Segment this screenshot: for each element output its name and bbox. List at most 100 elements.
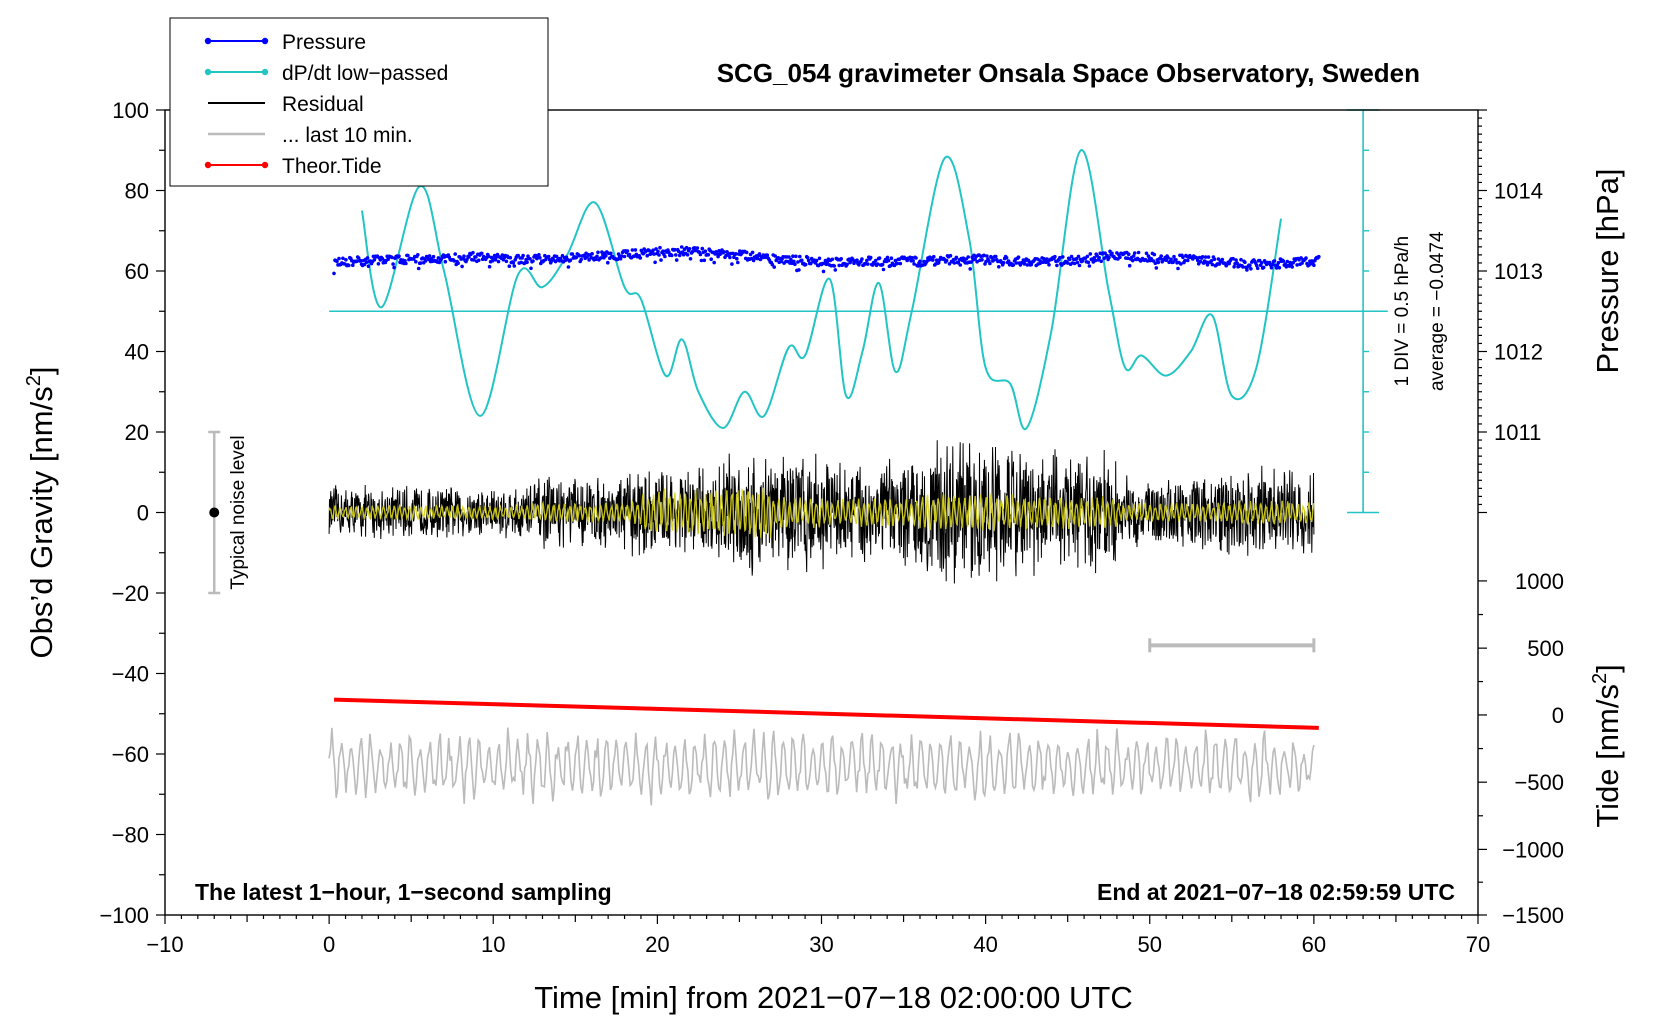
pressure-point bbox=[1136, 250, 1141, 255]
pressure-point bbox=[898, 261, 903, 266]
pressure-point bbox=[1243, 260, 1247, 265]
pressure-point bbox=[341, 256, 345, 261]
pressure-point bbox=[716, 254, 720, 259]
pressure-point bbox=[736, 260, 740, 265]
pressure-point bbox=[390, 255, 394, 260]
y-axis-label: Obs’d Gravity [nm/s2] bbox=[23, 367, 59, 659]
pressure-point bbox=[706, 253, 711, 257]
pressure-point bbox=[936, 260, 941, 265]
pressure-point bbox=[1086, 260, 1091, 265]
y-tick-label: −60 bbox=[112, 742, 149, 767]
pressure-point bbox=[1159, 254, 1163, 258]
pressure-point bbox=[980, 258, 984, 262]
pressure-point bbox=[1097, 255, 1101, 260]
pressure-point bbox=[794, 254, 798, 259]
pressure-point bbox=[1087, 264, 1092, 268]
pressure-point bbox=[735, 256, 739, 261]
pressure-point bbox=[1176, 266, 1180, 271]
pressure-point bbox=[1093, 258, 1098, 263]
pressure-point bbox=[659, 258, 663, 262]
pressure-point bbox=[1065, 261, 1070, 265]
pressure-point bbox=[1227, 261, 1231, 266]
pressure-point bbox=[392, 265, 396, 270]
x-axis-label: Time [min] from 2021−07−18 02:00:00 UTC bbox=[534, 980, 1133, 1015]
pressure-point bbox=[803, 262, 808, 267]
pressure-point bbox=[744, 250, 749, 255]
pressure-point bbox=[992, 258, 996, 262]
pressure-point bbox=[524, 257, 528, 262]
pressure-point bbox=[934, 258, 939, 263]
x-tick-label: 20 bbox=[645, 932, 669, 957]
pressure-point bbox=[647, 248, 651, 253]
pressure-point bbox=[638, 256, 643, 260]
x-tick-label: 50 bbox=[1138, 932, 1162, 957]
pressure-point bbox=[1239, 257, 1243, 262]
pressure-point bbox=[868, 255, 873, 260]
dpdt-average-label: average = −0.0474 bbox=[1427, 231, 1448, 391]
pressure-point bbox=[1011, 263, 1016, 267]
x-tick-label: 40 bbox=[973, 932, 997, 957]
pressure-point bbox=[888, 264, 893, 268]
pressure-point bbox=[728, 255, 732, 260]
pressure-tick-label: 1013 bbox=[1494, 259, 1543, 284]
pressure-point bbox=[958, 263, 963, 267]
pressure-point bbox=[969, 260, 973, 264]
pressure-point bbox=[1006, 259, 1011, 263]
pressure-point bbox=[1075, 260, 1080, 265]
pressure-point bbox=[1092, 255, 1097, 260]
pressure-point bbox=[910, 255, 914, 260]
pressure-point bbox=[595, 254, 599, 259]
pressure-point bbox=[1169, 257, 1173, 262]
pressure-point bbox=[805, 255, 810, 260]
y-tick-label: 100 bbox=[112, 98, 149, 123]
pressure-point bbox=[709, 257, 713, 262]
pressure-point bbox=[1261, 265, 1266, 270]
pressure-point bbox=[452, 259, 457, 263]
pressure-point bbox=[855, 258, 859, 263]
pressure-point bbox=[698, 252, 703, 257]
pressure-point bbox=[674, 258, 679, 262]
pressure-point bbox=[1234, 258, 1238, 262]
pressure-point bbox=[1153, 261, 1158, 266]
pressure-point bbox=[619, 254, 624, 258]
pressure-point bbox=[984, 259, 988, 264]
tide-axis-label-superscript: 2 bbox=[1589, 673, 1611, 684]
pressure-point bbox=[335, 259, 339, 264]
pressure-point bbox=[1156, 260, 1161, 265]
pressure-point bbox=[1277, 266, 1282, 270]
pressure-point bbox=[403, 259, 407, 263]
pressure-point bbox=[568, 258, 573, 263]
pressure-point bbox=[1206, 255, 1211, 259]
dpdt-line bbox=[360, 149, 1282, 431]
pressure-point bbox=[688, 257, 693, 261]
pressure-point bbox=[1154, 266, 1159, 270]
legend-marker bbox=[204, 37, 212, 45]
y-axis-label-superscript: 2 bbox=[23, 375, 45, 386]
pressure-point bbox=[806, 258, 811, 263]
pressure-point bbox=[1203, 255, 1208, 259]
pressure-point bbox=[431, 254, 436, 259]
pressure-point bbox=[566, 265, 571, 269]
pressure-point bbox=[1231, 256, 1235, 261]
pressure-point bbox=[604, 254, 608, 258]
pressure-point bbox=[404, 261, 408, 266]
pressure-point bbox=[516, 253, 520, 258]
x-tick-label: 30 bbox=[809, 932, 833, 957]
pressure-point bbox=[792, 259, 796, 264]
pressure-point bbox=[344, 258, 348, 262]
pressure-point bbox=[645, 253, 649, 258]
pressure-point bbox=[1235, 261, 1239, 266]
pressure-point bbox=[770, 262, 775, 267]
pressure-point bbox=[590, 252, 594, 256]
sampling-note: The latest 1−hour, 1−second sampling bbox=[195, 879, 612, 905]
pressure-point bbox=[1283, 262, 1288, 266]
pressure-point bbox=[1232, 265, 1236, 269]
pressure-point bbox=[985, 254, 989, 258]
residual-line bbox=[328, 440, 1315, 584]
pressure-point bbox=[423, 259, 428, 263]
pressure-point bbox=[1200, 254, 1205, 259]
pressure-point bbox=[832, 264, 837, 268]
x-tick-label: 0 bbox=[323, 932, 335, 957]
pressure-point bbox=[663, 254, 667, 259]
pressure-point bbox=[1272, 259, 1277, 263]
